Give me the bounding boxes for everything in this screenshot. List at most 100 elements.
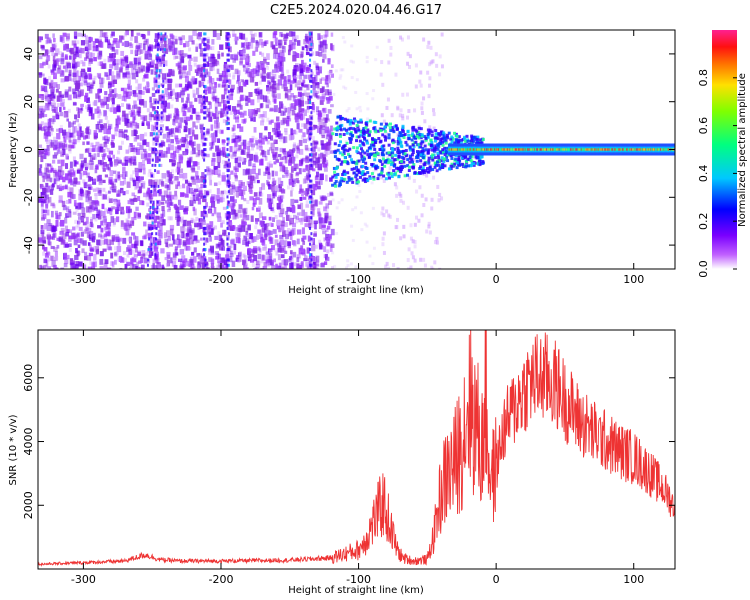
heatmap-cell xyxy=(138,176,142,183)
heatmap-cell xyxy=(142,167,146,175)
heatmap-cell xyxy=(422,149,426,153)
heatmap-cell xyxy=(325,209,329,214)
heatmap-cell xyxy=(88,160,93,166)
heatmap-cell xyxy=(221,70,226,78)
heatmap-cell xyxy=(343,40,347,44)
heatmap-cell xyxy=(86,231,91,238)
heatmap-cell xyxy=(277,247,282,253)
heatmap-cell xyxy=(67,191,72,198)
heatmap-cell xyxy=(473,135,477,139)
heatmap-cell xyxy=(86,184,91,189)
heatmap-cell xyxy=(128,63,133,68)
heatmap-cell xyxy=(160,141,166,147)
heatmap-cell xyxy=(310,148,313,152)
heatmap-cell xyxy=(208,175,212,180)
heatmap-cell xyxy=(73,160,77,167)
heatmap-cell xyxy=(102,164,106,171)
heatmap-cell xyxy=(155,127,158,131)
heatmap-cell xyxy=(270,76,275,83)
heatmap-cell xyxy=(340,176,344,180)
heatmap-cell xyxy=(123,62,127,67)
heatmap-cell xyxy=(437,132,441,136)
heatmap-cell xyxy=(95,99,99,104)
heatmap-cell xyxy=(322,58,325,63)
heatmap-cell xyxy=(203,153,206,157)
heatmap-cell xyxy=(151,163,154,167)
heatmap-cell xyxy=(299,184,303,192)
heatmap-cell xyxy=(226,38,230,43)
heatmap-cell xyxy=(179,261,185,266)
heatmap-cell xyxy=(166,147,171,154)
heatmap-cell xyxy=(173,150,177,158)
heatmap-cell xyxy=(289,84,293,91)
heatmap-cell xyxy=(208,231,212,238)
heatmap-cell xyxy=(143,234,147,240)
heatmap-cell xyxy=(166,131,170,138)
heatmap-cell xyxy=(233,172,238,177)
heatmap-cell xyxy=(287,74,291,82)
heatmap-cell xyxy=(270,237,274,244)
heatmap-cell xyxy=(121,161,126,165)
heatmap-cell xyxy=(146,122,150,127)
heatmap-cell xyxy=(312,140,316,146)
heatmap-cell xyxy=(391,128,395,132)
heatmap-cell xyxy=(305,92,310,98)
heatmap-cell xyxy=(143,221,147,227)
heatmap-cell xyxy=(196,116,200,121)
heatmap-cell xyxy=(96,175,100,182)
heatmap-cell xyxy=(216,152,221,157)
heatmap-cell xyxy=(383,129,387,133)
heatmap-cell xyxy=(160,249,164,254)
heatmap-cell xyxy=(121,103,125,108)
heatmap-cell xyxy=(52,86,55,92)
heatmap-cell xyxy=(209,82,213,90)
heatmap-cell xyxy=(44,151,49,156)
heatmap-cell xyxy=(262,111,267,118)
heatmap-cell xyxy=(278,60,283,67)
heatmap-cell xyxy=(133,253,139,258)
heatmap-cell xyxy=(55,60,59,67)
heatmap-cell xyxy=(157,42,160,46)
heatmap-cell xyxy=(158,46,162,50)
heatmap-cell xyxy=(287,107,291,114)
heatmap-cell xyxy=(180,264,185,269)
heatmap-cell xyxy=(62,32,67,37)
heatmap-cell xyxy=(216,68,220,74)
heatmap-cell xyxy=(160,116,163,120)
heatmap-cell xyxy=(293,65,297,71)
heatmap-cell xyxy=(295,216,299,221)
heatmap-cell xyxy=(125,262,130,266)
heatmap-cell xyxy=(42,251,46,256)
heatmap-cell xyxy=(206,71,211,77)
heatmap-cell xyxy=(177,181,181,187)
heatmap-cell xyxy=(52,98,56,103)
heatmap-cell xyxy=(261,240,265,245)
heatmap-cell xyxy=(220,257,225,263)
heatmap-cell xyxy=(187,82,192,88)
heatmap-cell xyxy=(154,100,157,104)
heatmap-cell xyxy=(268,163,273,168)
heatmap-cell xyxy=(316,181,321,185)
heatmap-cell xyxy=(247,247,251,254)
heatmap-cell xyxy=(342,85,346,89)
heatmap-cell xyxy=(258,140,263,148)
heatmap-cell xyxy=(38,197,44,203)
heatmap-cell xyxy=(435,236,439,241)
heatmap-cell xyxy=(129,36,133,41)
heatmap-cell xyxy=(132,161,137,166)
heatmap-cell xyxy=(396,267,400,269)
heatmap-cell xyxy=(238,180,243,186)
heatmap-cell xyxy=(204,258,207,262)
heatmap-cell xyxy=(312,104,315,111)
heatmap-cell xyxy=(358,139,362,143)
heatmap-cell xyxy=(421,166,425,170)
heatmap-cell xyxy=(230,239,235,244)
heatmap-cell xyxy=(281,266,285,269)
heatmap-cell xyxy=(203,212,207,218)
heatmap-cell xyxy=(171,88,175,96)
heatmap-cell xyxy=(229,253,234,257)
heatmap-cell xyxy=(303,89,307,94)
heatmap-cell xyxy=(216,32,221,40)
heatmap-cell xyxy=(181,107,186,112)
heatmap-cell xyxy=(288,258,292,263)
